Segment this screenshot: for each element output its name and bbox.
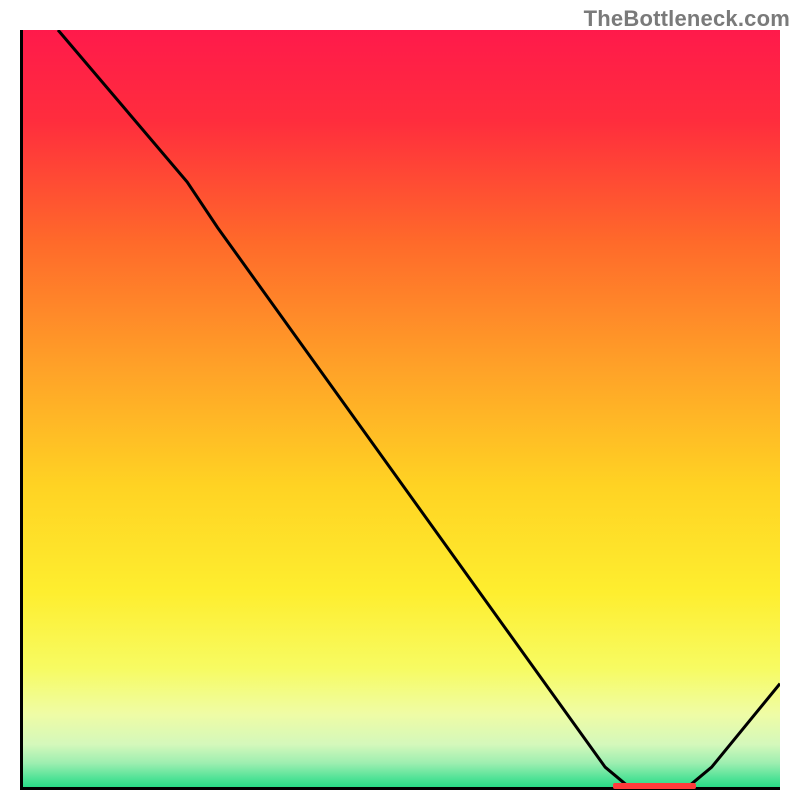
plot-area — [20, 30, 780, 790]
chart-container: TheBottleneck.com — [0, 0, 800, 800]
bottleneck-curve — [20, 30, 780, 790]
watermark-text: TheBottleneck.com — [584, 6, 790, 32]
optimal-range-marker — [613, 783, 697, 789]
